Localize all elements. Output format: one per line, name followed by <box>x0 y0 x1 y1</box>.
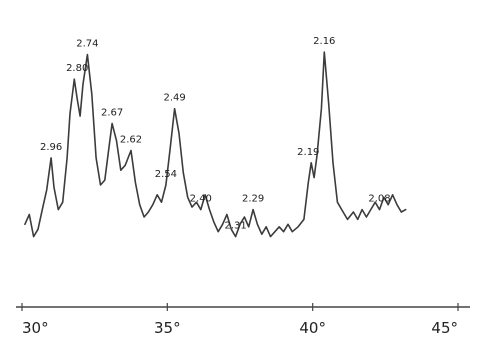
x-axis: 30° 35° 40° 45° <box>16 303 470 337</box>
peak-label: 2.62 <box>120 135 142 146</box>
peak-label: 2.29 <box>242 194 264 205</box>
trace-layer <box>24 51 407 238</box>
peak-label: 2.19 <box>297 147 319 158</box>
peak-label: 2.49 <box>163 93 185 104</box>
peak-label: 2.54 <box>155 169 177 180</box>
peak-label-layer: 2.96 2.80 2.74 2.67 2.62 2.54 2.49 2.40 2.31 2.29… <box>40 36 391 232</box>
peak-label: 2.31 <box>224 221 246 232</box>
series-line-0 <box>24 51 407 238</box>
peak-label: 2.16 <box>313 36 335 47</box>
peak-label: 2.80 <box>66 63 88 74</box>
peak-label: 2.08 <box>368 194 390 205</box>
peak-label: 2.74 <box>76 39 98 50</box>
x-tick-label: 30° <box>22 319 49 337</box>
x-tick-label: 40° <box>299 319 326 337</box>
peak-label: 2.67 <box>101 108 123 119</box>
peak-label: 2.96 <box>40 142 62 153</box>
x-tick-label: 35° <box>154 319 181 337</box>
x-tick-label: 45° <box>431 319 458 337</box>
peak-label: 2.40 <box>190 194 212 205</box>
